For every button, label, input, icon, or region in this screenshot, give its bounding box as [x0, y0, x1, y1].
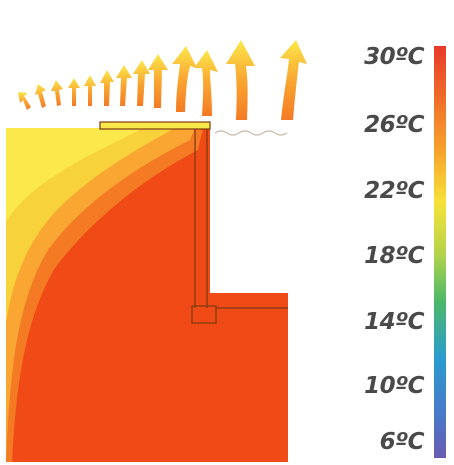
heat-flow-arrow-icon [280, 40, 307, 120]
scale-label-26: 26ºC [364, 112, 424, 138]
heat-flow-arrow-icon [68, 78, 80, 106]
heat-wave-icon [214, 130, 288, 136]
scale-label-22: 22ºC [364, 178, 424, 204]
scale-label-14: 14ºC [364, 309, 424, 335]
scale-label-18: 18ºC [364, 243, 424, 269]
heat-flow-arrow-icon [35, 84, 46, 108]
base-block [191, 305, 217, 324]
scale-label-10: 10ºC [364, 373, 424, 399]
heat-flow-arrow-icon [133, 60, 150, 106]
heat-flow-arrow-icon [148, 54, 168, 108]
band-light [6, 128, 160, 235]
heat-flow-arrow-icon [172, 46, 197, 112]
heat-flow-arrow-icon [116, 65, 132, 106]
structure-lines [99, 121, 288, 324]
heat-flow-arrow-icon [194, 50, 218, 116]
top-plate [99, 121, 211, 130]
heat-flow-arrows [18, 40, 307, 120]
temperature-scale-bar [434, 46, 446, 458]
scale-label-6: 6ºC [379, 429, 425, 455]
heat-flow-arrow-icon [51, 80, 63, 106]
heat-flow-arrow-icon [100, 70, 114, 106]
scale-label-30: 30ºC [364, 44, 424, 70]
heat-flow-arrow-icon [84, 75, 96, 106]
wall-cross-section [6, 128, 288, 462]
heat-flow-arrow-icon [18, 92, 31, 110]
heat-flow-arrow-icon [226, 40, 255, 120]
